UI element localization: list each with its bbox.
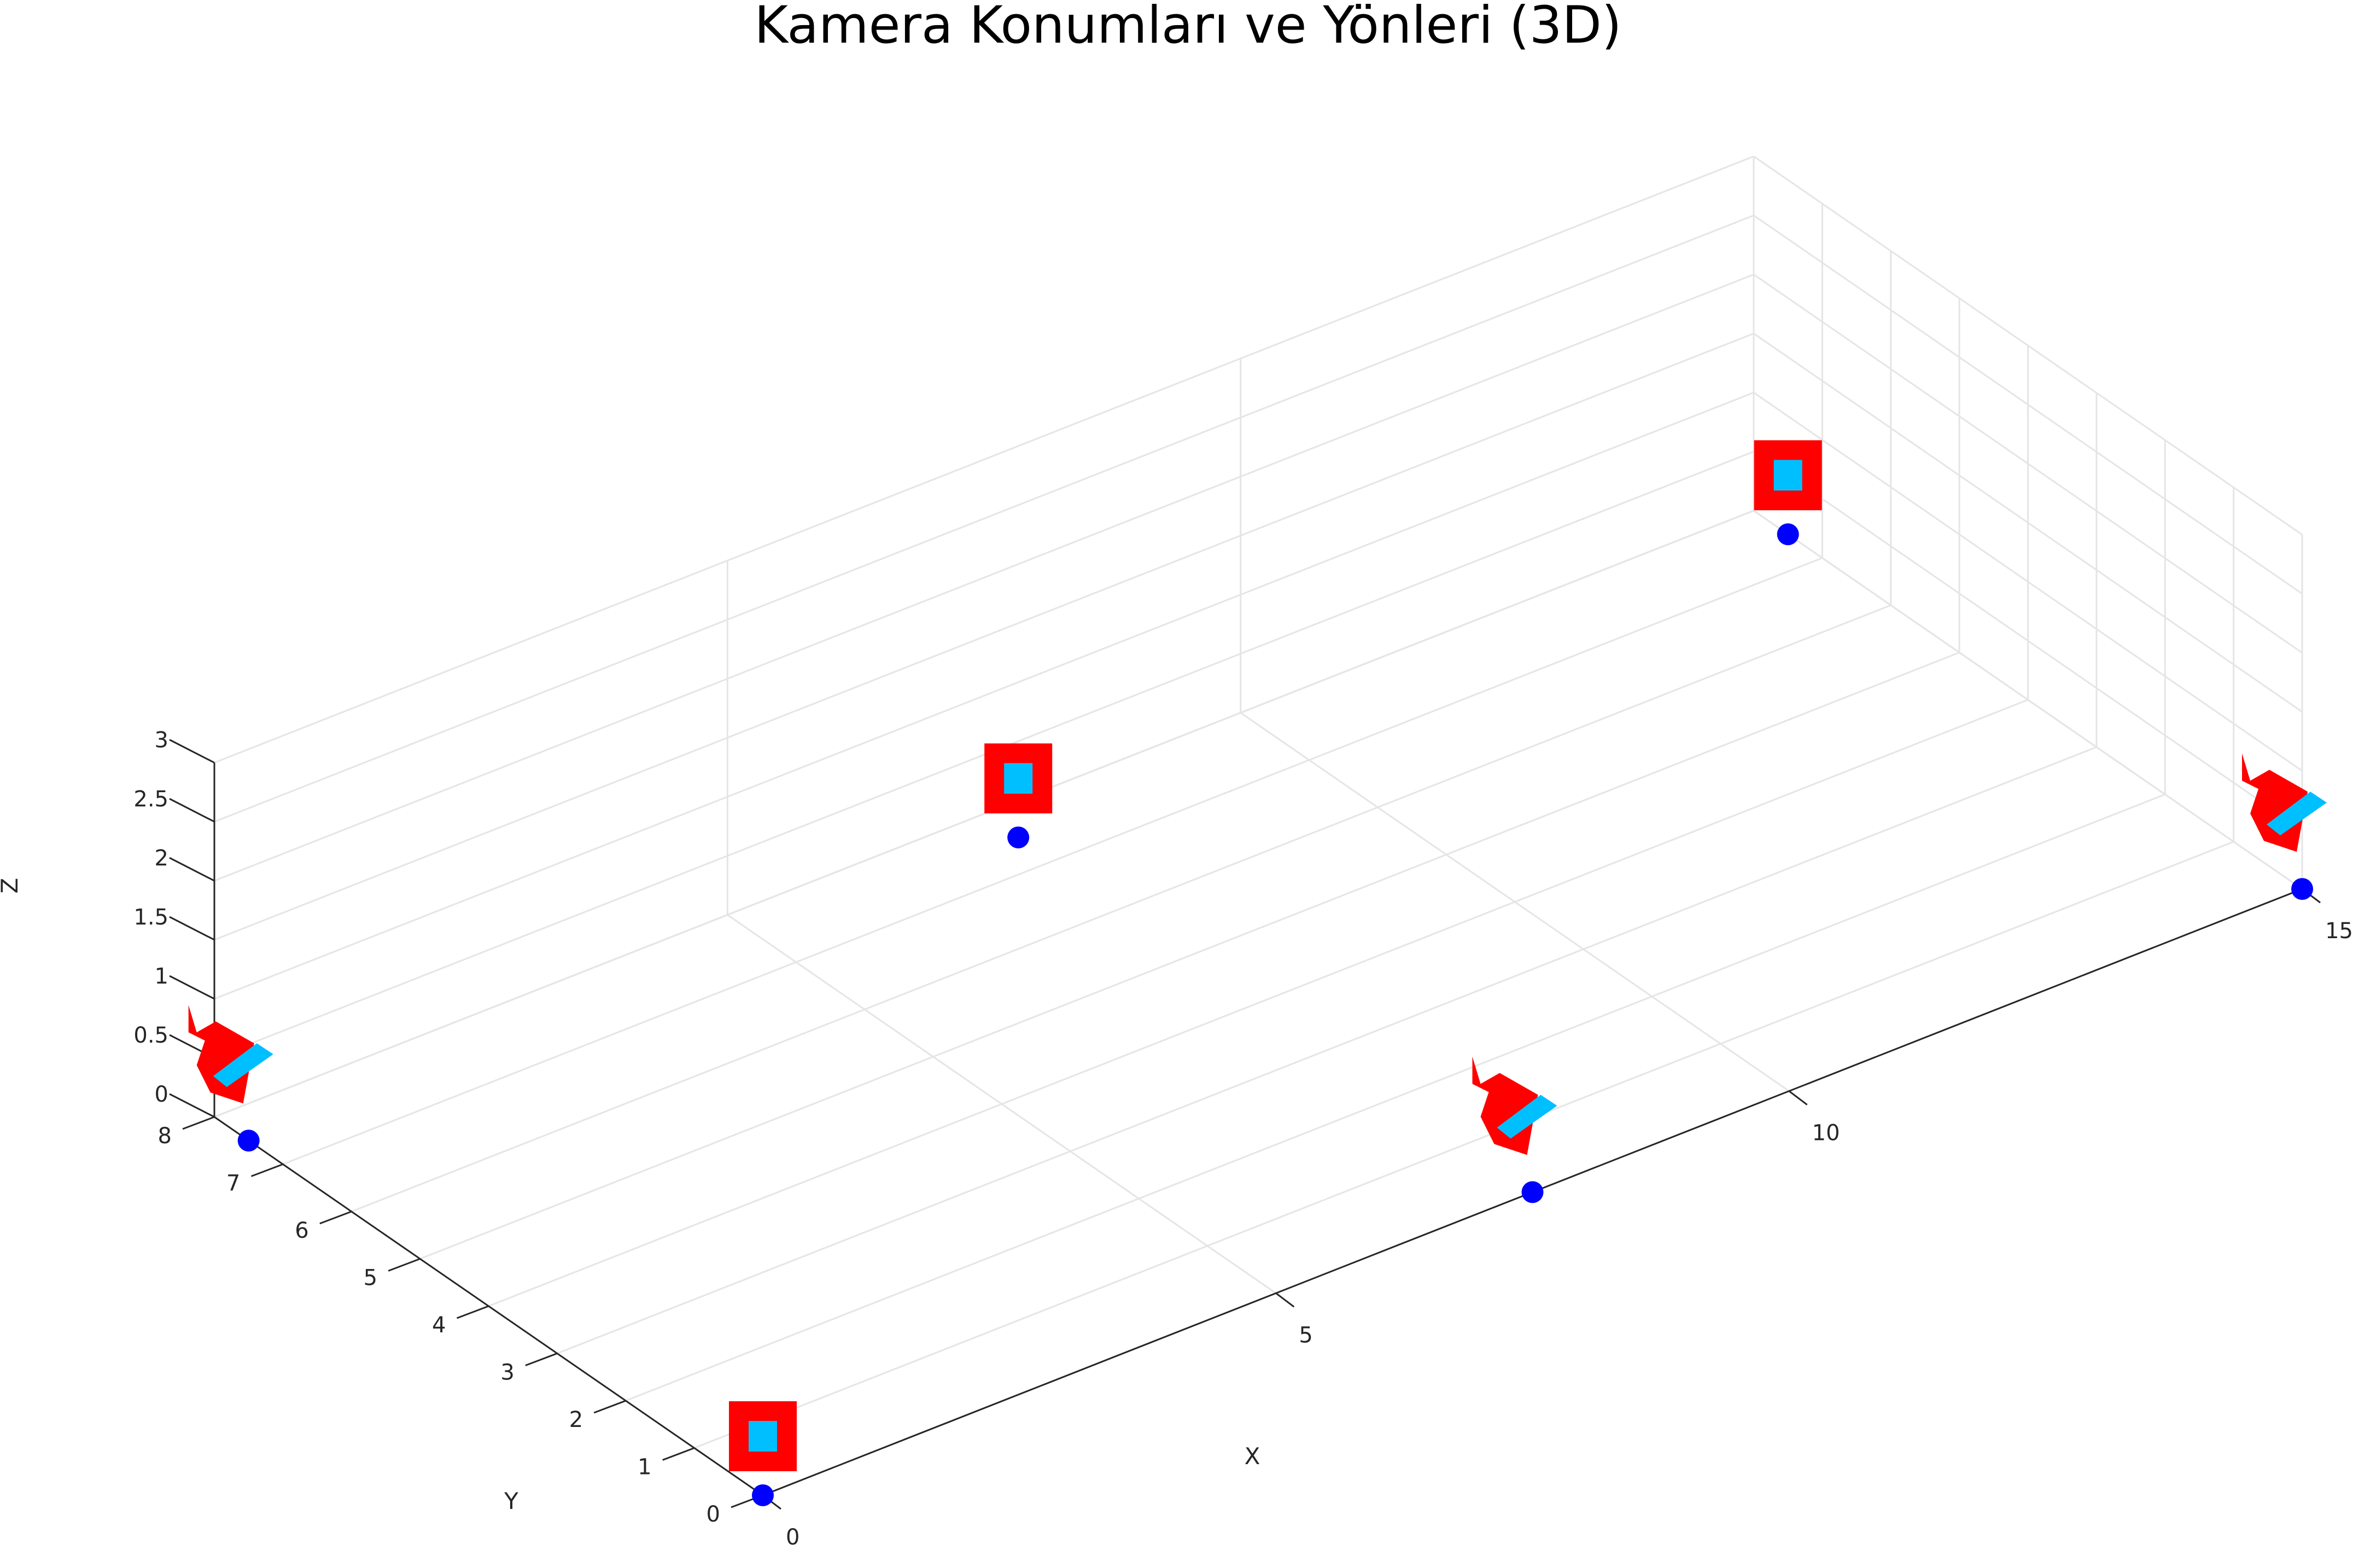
data-point (1007, 826, 1030, 849)
data-point (1521, 1181, 1544, 1203)
z-tick-label: 0.5 (133, 1023, 168, 1048)
data-point (1777, 523, 1799, 546)
z-axis-label: Z (0, 878, 23, 894)
y-tick (593, 1400, 626, 1414)
z-tick-label: 1 (155, 964, 168, 989)
grid-floor-y (557, 746, 2097, 1354)
z-tick (169, 857, 215, 882)
y-tick (319, 1210, 352, 1225)
camera-lens (213, 1043, 273, 1087)
z-tick (169, 1093, 215, 1118)
camera-lens (1004, 763, 1033, 794)
y-axis-label: Y (504, 1488, 518, 1514)
z-tick-label: 2 (155, 846, 168, 871)
x-tick (1788, 1090, 1808, 1105)
grid-back-z (214, 214, 1754, 823)
camera-icon (2242, 753, 2327, 852)
y-tick (662, 1447, 695, 1461)
grid-side-z (1753, 214, 2303, 595)
grid-back-z (214, 510, 1754, 1118)
camera-icon (729, 1401, 797, 1471)
data-point (752, 1484, 774, 1506)
x-axis-label: X (1245, 1443, 1260, 1470)
camera-icon (984, 743, 1053, 814)
camera-lens (1497, 1095, 1557, 1139)
z-tick-label: 0 (155, 1082, 168, 1107)
y-tick (250, 1163, 283, 1177)
y-tick-label: 7 (226, 1171, 240, 1196)
grid-back-z (214, 155, 1754, 764)
x-tick-label: 5 (1299, 1323, 1312, 1348)
camera-icon (188, 1005, 273, 1104)
grid-side-z (1753, 450, 2303, 831)
camera-icon (1472, 1056, 1557, 1155)
camera-markers (188, 440, 2327, 1471)
x-tick (1275, 1292, 1295, 1308)
z-tick-label: 2.5 (133, 787, 168, 812)
y-tick (388, 1258, 421, 1272)
data-point (2291, 878, 2313, 900)
y-tick-label: 3 (500, 1360, 514, 1385)
grid-side-z (1753, 155, 2303, 536)
chart-title: Kamera Konumları ve Yönleri (3D) (754, 0, 1622, 55)
y-tick-label: 5 (364, 1266, 377, 1291)
grid-floor-y (282, 557, 1823, 1165)
y-tick (456, 1305, 489, 1319)
point-markers (237, 523, 2313, 1506)
grid-side-z (1753, 510, 2303, 890)
grid-lines (213, 155, 2303, 1496)
y-tick-label: 6 (295, 1218, 308, 1243)
z-tick-label: 3 (155, 728, 168, 753)
y-tick-label: 4 (432, 1313, 446, 1338)
camera-icon (1754, 440, 1822, 511)
z-tick (169, 739, 215, 764)
grid-back-z (214, 450, 1754, 1059)
grid-floor-y (694, 841, 2234, 1449)
grid-floor-y (488, 699, 2029, 1307)
grid-side-z (1753, 273, 2303, 654)
z-tick (169, 798, 215, 823)
y-tick (182, 1116, 215, 1130)
grid-floor-y (351, 604, 1892, 1213)
data-point (237, 1130, 260, 1152)
camera-lens (1773, 460, 1802, 491)
x-tick-label: 10 (1812, 1121, 1840, 1146)
grid-side-z (1753, 391, 2303, 772)
camera-lens (2267, 792, 2327, 835)
y-tick (525, 1353, 558, 1366)
z-tick (169, 916, 215, 941)
grid-side-z (1753, 332, 2303, 713)
x-tick-label: 15 (2325, 918, 2353, 944)
z-tick-label: 1.5 (133, 905, 168, 930)
grid-back-z (214, 332, 1754, 941)
grid-back-z (214, 273, 1754, 882)
z-tick (169, 975, 215, 1000)
y-tick-label: 2 (569, 1407, 583, 1432)
grid-floor-y (625, 793, 2165, 1402)
y-tick-label: 1 (638, 1455, 651, 1480)
camera-lens (749, 1421, 777, 1452)
grid-floor-y (419, 652, 1960, 1260)
y-tick-label: 8 (158, 1124, 172, 1149)
y-tick-label: 0 (707, 1502, 720, 1527)
x-tick-label: 0 (786, 1525, 799, 1550)
grid-back-z (214, 391, 1754, 1000)
